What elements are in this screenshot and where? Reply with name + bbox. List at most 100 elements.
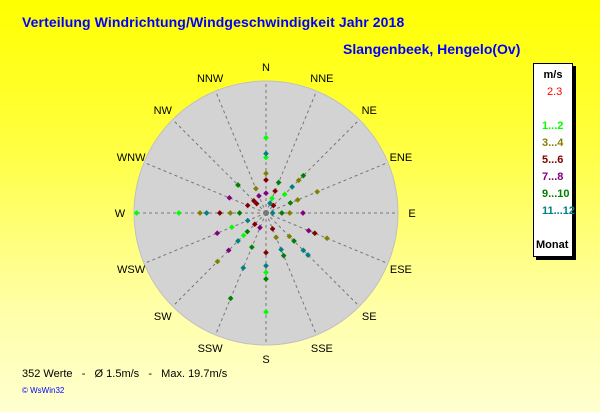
spoke-ssw bbox=[215, 212, 267, 336]
point-5-2 bbox=[291, 238, 297, 244]
direction-label-ne: NE bbox=[362, 105, 377, 117]
spoke-nnw bbox=[215, 90, 267, 214]
point-3-7 bbox=[269, 226, 276, 232]
point-2-10 bbox=[273, 234, 279, 241]
direction-label-wnw: WNW bbox=[117, 152, 146, 164]
point-6-8 bbox=[267, 200, 273, 207]
point-1-9 bbox=[281, 191, 288, 198]
legend-class-6: 11...12 bbox=[542, 205, 576, 217]
legend-class-3: 5...6 bbox=[542, 154, 564, 166]
point-6-5 bbox=[305, 252, 311, 258]
point-4-3 bbox=[214, 230, 221, 237]
point-3-3 bbox=[216, 210, 223, 216]
point-5-1 bbox=[244, 228, 251, 235]
point-5-6 bbox=[236, 210, 243, 216]
chart-title: Verteilung Windrichtung/Windgeschwindigk… bbox=[22, 14, 405, 30]
point-3-10 bbox=[270, 202, 277, 209]
direction-label-nw: NW bbox=[154, 105, 173, 117]
direction-label-s: S bbox=[262, 354, 269, 366]
spoke-ne bbox=[265, 119, 360, 214]
point-2-8 bbox=[214, 258, 221, 265]
direction-label-sse: SSE bbox=[311, 343, 333, 355]
direction-label-ssw: SSW bbox=[198, 343, 224, 355]
point-3-11 bbox=[272, 188, 278, 194]
point-6-2 bbox=[240, 265, 247, 271]
direction-label-w: W bbox=[115, 208, 126, 220]
point-4-1 bbox=[300, 210, 306, 216]
point-3-4 bbox=[244, 202, 251, 209]
point-1-3 bbox=[263, 309, 269, 315]
point-4-8 bbox=[305, 227, 312, 234]
spoke-wsw bbox=[143, 212, 267, 264]
software-credit: © WsWin32 bbox=[22, 386, 65, 395]
spoke-nne bbox=[265, 90, 317, 214]
summary-stats: 352 Werte - Ø 1.5m/s - Max. 19.7m/s bbox=[22, 368, 228, 380]
point-5-11 bbox=[235, 182, 241, 188]
legend-footer: Monat bbox=[536, 239, 569, 251]
point-2-9 bbox=[286, 233, 293, 240]
direction-label-se: SE bbox=[362, 311, 377, 323]
spoke-se bbox=[265, 212, 360, 307]
point-5-4 bbox=[300, 172, 307, 179]
point-6-10 bbox=[235, 238, 241, 244]
point-2-2 bbox=[294, 197, 301, 203]
point-2-3 bbox=[295, 177, 302, 184]
point-3-8 bbox=[263, 249, 269, 256]
point-6-11 bbox=[278, 246, 284, 253]
point-6-9 bbox=[263, 150, 269, 157]
point-6-1 bbox=[244, 217, 251, 224]
point-1-5 bbox=[133, 210, 140, 216]
point-3-5 bbox=[263, 177, 269, 183]
spoke-sse bbox=[265, 212, 317, 336]
direction-label-ese: ESE bbox=[390, 264, 412, 276]
station-name: Slangenbeek, Hengelo(Ov) bbox=[343, 41, 521, 57]
direction-label-ene: ENE bbox=[390, 152, 413, 164]
spoke-ene bbox=[265, 162, 389, 214]
legend-class-1: 1...2 bbox=[542, 120, 564, 132]
point-6-12 bbox=[269, 210, 276, 216]
direction-label-wsw: WSW bbox=[117, 264, 146, 276]
point-5-3 bbox=[287, 200, 294, 206]
spoke-sw bbox=[172, 212, 267, 307]
direction-label-sw: SW bbox=[154, 311, 172, 323]
point-4-6 bbox=[263, 190, 269, 197]
point-6-6 bbox=[203, 210, 210, 216]
legend-class-5: 9...10 bbox=[542, 188, 570, 200]
direction-label-nnw: NNW bbox=[197, 73, 224, 85]
point-5-5 bbox=[279, 210, 285, 216]
point-1-2 bbox=[263, 154, 269, 161]
point-1-10 bbox=[269, 195, 275, 202]
point-5-7 bbox=[249, 244, 255, 250]
point-4-7 bbox=[226, 195, 233, 201]
spoke-wnw bbox=[143, 162, 267, 214]
point-2-1 bbox=[314, 188, 321, 195]
point-6-4 bbox=[300, 247, 307, 254]
point-1-4 bbox=[263, 269, 269, 276]
point-4-4 bbox=[256, 193, 262, 199]
point-5-9 bbox=[263, 276, 269, 282]
legend: m/s 2.3 1...2 3...4 5...6 7...8 9...10 1… bbox=[533, 63, 576, 257]
point-1-7 bbox=[229, 224, 235, 230]
point-1-6 bbox=[176, 210, 182, 216]
point-2-7 bbox=[227, 210, 234, 216]
point-2-12 bbox=[253, 185, 259, 192]
direction-label-e: E bbox=[408, 208, 415, 220]
point-3-6 bbox=[311, 230, 318, 237]
point-6-3 bbox=[263, 262, 269, 269]
legend-class-2: 3...4 bbox=[542, 137, 564, 149]
point-5-10 bbox=[280, 252, 287, 259]
point-2-6 bbox=[197, 210, 203, 216]
point-6-7 bbox=[289, 184, 295, 190]
point-1-8 bbox=[240, 232, 247, 239]
point-2-4 bbox=[286, 210, 293, 216]
direction-label-n: N bbox=[262, 62, 270, 74]
point-5-12 bbox=[275, 179, 282, 186]
point-5-8 bbox=[227, 295, 234, 302]
point-4-2 bbox=[225, 247, 232, 254]
direction-label-nne: NNE bbox=[310, 73, 333, 85]
point-2-5 bbox=[263, 170, 269, 177]
point-2-11 bbox=[324, 235, 330, 242]
point-4-5 bbox=[257, 224, 263, 231]
